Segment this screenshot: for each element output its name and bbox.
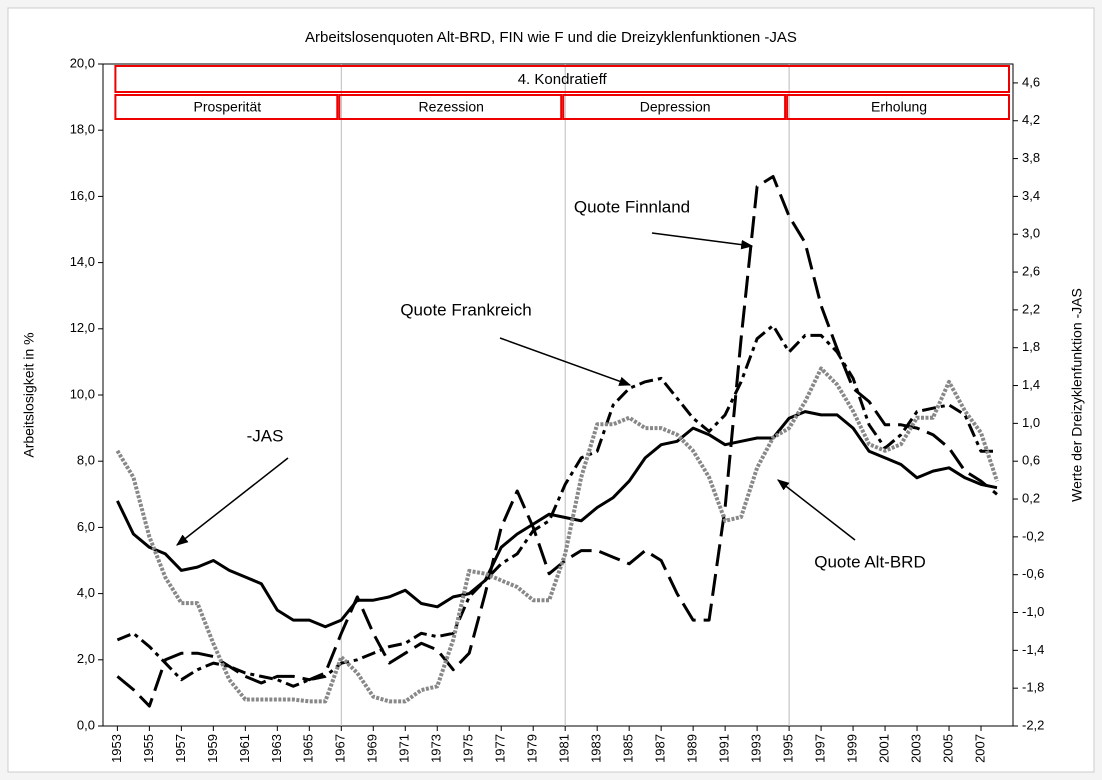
chart-title: Arbeitslosenquoten Alt-BRD, FIN wie F un… — [305, 29, 797, 46]
y2-axis-label: Werte der Dreizyklenfunktion -JAS — [1069, 288, 1085, 502]
x-tick-label: 1997 — [813, 734, 828, 763]
y2-tick-label: 1,8 — [1022, 339, 1040, 354]
y2-tick-label: 2,2 — [1022, 301, 1040, 316]
y2-tick-label: 1,4 — [1022, 377, 1040, 392]
x-tick-label: 1959 — [205, 734, 220, 763]
x-tick-label: 1991 — [717, 734, 732, 763]
phase-label: Erholung — [871, 99, 927, 115]
y2-tick-label: 3,4 — [1022, 188, 1040, 203]
x-tick-label: 1993 — [749, 734, 764, 763]
y-tick-label: 18,0 — [70, 122, 95, 137]
x-tick-label: 1967 — [333, 734, 348, 763]
cycle-label: 4. Kondratieff — [518, 71, 608, 88]
y-tick-label: 8,0 — [77, 453, 95, 468]
x-tick-label: 1973 — [429, 734, 444, 763]
y2-tick-label: 3,0 — [1022, 226, 1040, 241]
annotation: Quote Frankreich — [400, 300, 531, 319]
series-line — [116, 324, 997, 688]
y2-tick-label: -1,4 — [1022, 642, 1044, 657]
annotation-arrow — [499, 337, 632, 386]
x-tick-label: 1979 — [525, 734, 540, 763]
x-tick-label: 1963 — [269, 734, 284, 763]
phase-box — [338, 94, 563, 120]
y-tick-label: 10,0 — [70, 386, 95, 401]
annotation-arrow — [176, 457, 289, 546]
x-tick-label: 1955 — [141, 734, 156, 763]
plot-area — [102, 63, 1014, 727]
y-tick-label: 0,0 — [77, 717, 95, 732]
x-tick-label: 1957 — [173, 734, 188, 763]
y-axis-label: Arbeitslosigkeit in % — [21, 332, 37, 457]
phase-box — [114, 94, 339, 120]
y-tick-label: 4,0 — [77, 585, 95, 600]
phase-label: Rezession — [419, 99, 484, 115]
x-tick-label: 2007 — [972, 734, 987, 763]
annotation: Quote Alt-BRD — [814, 552, 926, 571]
x-tick-label: 1995 — [781, 734, 796, 763]
phase-label: Prosperität — [193, 99, 261, 115]
y2-tick-label: 1,0 — [1022, 415, 1040, 430]
y-tick-label: 6,0 — [77, 519, 95, 534]
annotation-arrow — [651, 232, 754, 250]
y2-tick-label: 4,6 — [1022, 74, 1040, 89]
y-tick-label: 12,0 — [70, 320, 95, 335]
x-tick-label: 1981 — [557, 734, 572, 763]
x-tick-label: 1977 — [493, 734, 508, 763]
y2-tick-label: 0,6 — [1022, 453, 1040, 468]
annotation: Quote Finnland — [574, 197, 690, 216]
x-tick-label: 1961 — [237, 734, 252, 763]
series-line — [115, 366, 999, 704]
phase-box — [786, 94, 1010, 120]
series-line — [116, 175, 998, 708]
x-tick-label: 1999 — [845, 734, 860, 763]
series-line — [116, 410, 998, 629]
y-tick-label: 2,0 — [77, 651, 95, 666]
cycle-box — [114, 65, 1010, 93]
x-tick-label: 1985 — [621, 734, 636, 763]
y2-tick-label: -0,2 — [1022, 528, 1044, 543]
x-tick-label: 1953 — [109, 734, 124, 763]
y2-tick-label: -2,2 — [1022, 717, 1044, 732]
y2-tick-label: -0,6 — [1022, 566, 1044, 581]
y-tick-label: 14,0 — [70, 254, 95, 269]
phase-label: Depression — [640, 99, 711, 115]
x-tick-label: 1971 — [397, 734, 412, 763]
y2-tick-label: -1,8 — [1022, 680, 1044, 695]
y-tick-label: 16,0 — [70, 188, 95, 203]
x-tick-label: 1969 — [365, 734, 380, 763]
x-tick-label: 2005 — [940, 734, 955, 763]
x-tick-label: 2003 — [908, 734, 923, 763]
phase-box — [562, 94, 787, 120]
y-tick-label: 20,0 — [70, 55, 95, 70]
y2-tick-label: 2,6 — [1022, 263, 1040, 278]
x-tick-label: 1987 — [653, 734, 668, 763]
x-tick-label: 2001 — [876, 734, 891, 763]
y2-tick-label: 4,2 — [1022, 112, 1040, 127]
x-tick-label: 1989 — [685, 734, 700, 763]
annotation: -JAS — [247, 426, 284, 445]
x-tick-label: 1983 — [589, 734, 604, 763]
y2-tick-label: 0,2 — [1022, 490, 1040, 505]
annotation-arrow — [777, 479, 856, 541]
y2-tick-label: 3,8 — [1022, 150, 1040, 165]
x-tick-label: 1975 — [461, 734, 476, 763]
x-tick-label: 1965 — [301, 734, 316, 763]
y2-tick-label: -1,0 — [1022, 604, 1044, 619]
